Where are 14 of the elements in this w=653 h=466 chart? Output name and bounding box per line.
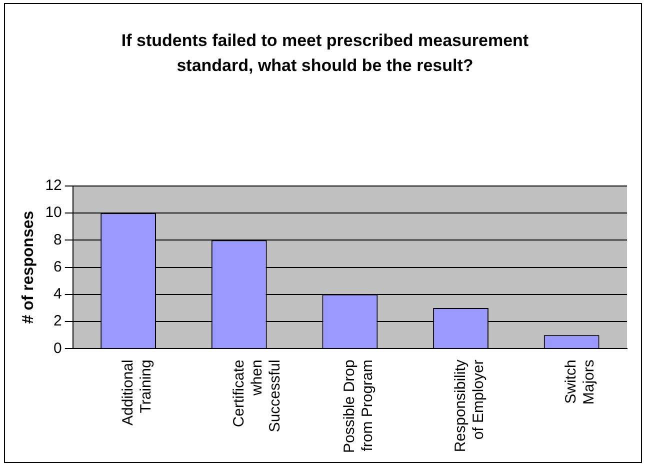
y-tick-label: 8 bbox=[54, 231, 62, 248]
x-tick-label: Responsibility of Employer bbox=[452, 359, 487, 452]
x-tick-label: Additional Training bbox=[119, 360, 154, 426]
x-tick-label: Possible Drop from Program bbox=[341, 360, 376, 454]
y-tick-label: 2 bbox=[54, 312, 62, 330]
x-tick-label: Certificate when Successful bbox=[230, 360, 284, 432]
x-tick-label: Switch Majors bbox=[562, 360, 598, 405]
y-axis-title: # of responses bbox=[20, 210, 38, 324]
y-tick-label: 4 bbox=[54, 286, 62, 303]
y-tick-label: 12 bbox=[45, 177, 62, 194]
y-tick-label: 10 bbox=[45, 204, 62, 222]
chart-title: If students failed to meet prescribed measurement standard, what should be the result? bbox=[120, 30, 530, 77]
y-tick-label: 6 bbox=[54, 258, 62, 276]
y-tick-label: 0 bbox=[54, 340, 62, 357]
